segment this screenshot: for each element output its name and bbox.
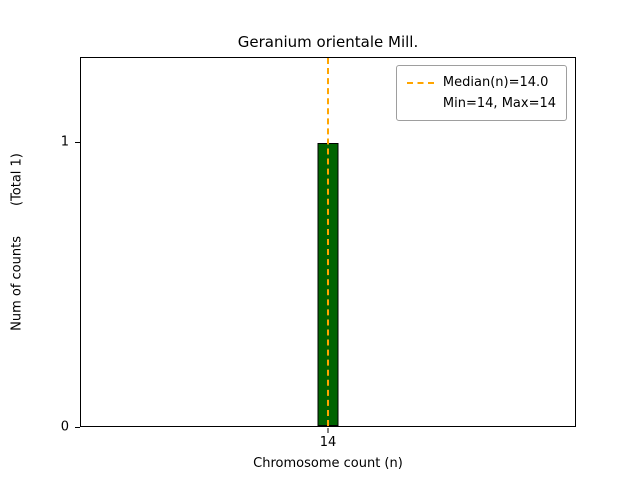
y-axis: 0 1 <box>0 57 80 435</box>
legend-entry-median: Median(n)=14.0 <box>406 72 556 93</box>
x-axis-label: Chromosome count (n) <box>253 456 403 471</box>
x-tick-mark-14 <box>327 428 329 433</box>
legend-median-label: Median(n)=14.0 <box>442 75 549 90</box>
x-tick-label-14: 14 <box>319 435 337 450</box>
y-tick-mark-1 <box>75 141 80 143</box>
legend-entry-minmax: Min=14, Max=14 <box>407 93 556 114</box>
y-tick-label-1: 1 <box>60 134 69 150</box>
median-dashed-line-icon <box>406 81 434 84</box>
y-tick-label-0: 0 <box>60 419 69 435</box>
x-axis: 14 <box>80 428 576 454</box>
legend-minmax-label: Min=14, Max=14 <box>442 96 556 111</box>
median-line <box>327 58 329 426</box>
legend: Median(n)=14.0 Min=14, Max=14 <box>395 65 567 121</box>
plot-area: Median(n)=14.0 Min=14, Max=14 <box>80 57 576 427</box>
y-tick-mark-0 <box>75 426 80 428</box>
chart-title: Geranium orientale Mill. <box>237 33 419 51</box>
